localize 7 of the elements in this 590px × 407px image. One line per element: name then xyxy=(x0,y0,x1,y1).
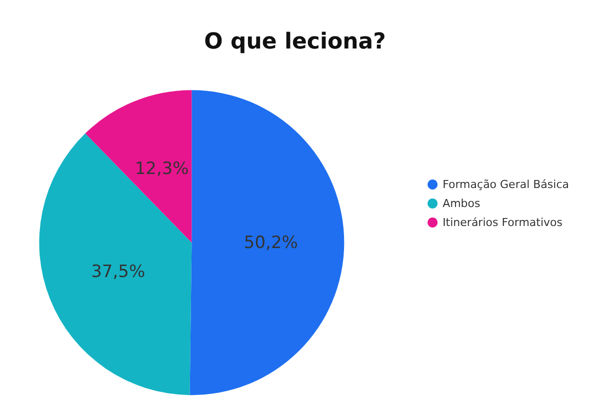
chart-title: O que leciona? xyxy=(204,30,386,54)
data-label: 37,5% xyxy=(91,262,146,282)
data-label: 50,2% xyxy=(244,233,298,254)
legend-label: Ambos xyxy=(442,197,481,210)
legend-label: Formação Geral Básica xyxy=(442,178,569,191)
legend-label: Itinerários Formativos xyxy=(442,216,563,229)
data-label: 12,3% xyxy=(134,159,189,180)
